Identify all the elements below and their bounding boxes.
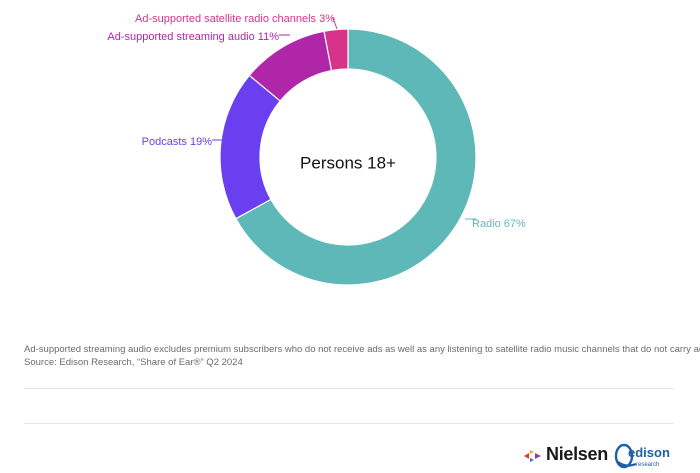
leader-line-3 bbox=[332, 17, 338, 30]
edison-logo-text: edison bbox=[628, 445, 670, 460]
edison-logo-sub: research bbox=[636, 462, 659, 468]
nielsen-logo-icon bbox=[524, 450, 541, 462]
slice-label-2: Ad-supported streaming audio 11% bbox=[107, 31, 279, 43]
slice-0 bbox=[235, 28, 477, 286]
center-label: Persons 18+ bbox=[300, 153, 396, 172]
logos: Nielsen edison research bbox=[522, 438, 672, 470]
slice-label-0: Radio 67% bbox=[472, 218, 526, 230]
slice-3 bbox=[323, 28, 349, 72]
slice-label-1: Podcasts 19% bbox=[142, 136, 213, 148]
edison-logo-icon: edison research bbox=[614, 443, 670, 469]
slice-label-3: Ad-supported satellite radio channels 3% bbox=[135, 13, 335, 25]
nielsen-logo: Nielsen bbox=[546, 444, 608, 464]
footnote-source: Source: Edison Research, “Share of Ear®”… bbox=[24, 357, 243, 368]
footnote: Ad-supported streaming audio excludes pr… bbox=[24, 343, 700, 369]
footnote-line-1: Ad-supported streaming audio excludes pr… bbox=[24, 344, 700, 355]
slice-1 bbox=[219, 74, 282, 220]
divider-top bbox=[24, 388, 674, 389]
divider-bottom bbox=[24, 423, 674, 424]
donut-chart: Radio 67% Podcasts 19% Ad-supported stream… bbox=[107, 13, 526, 286]
